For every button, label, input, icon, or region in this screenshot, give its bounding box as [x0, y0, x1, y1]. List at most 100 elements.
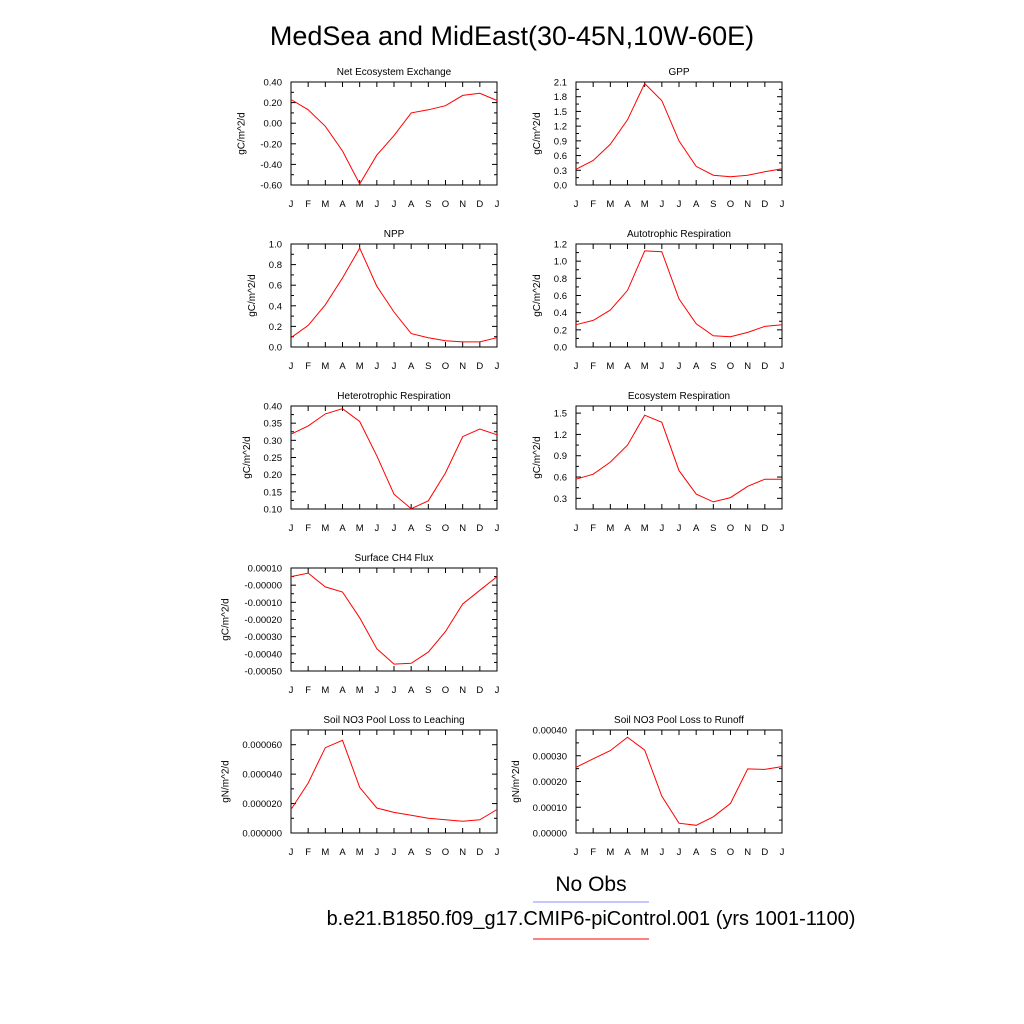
x-tick-label: D [476, 685, 483, 696]
y-axis-label: gC/m^2/d [221, 598, 232, 641]
x-tick-label: J [659, 199, 664, 210]
x-tick-label: A [408, 685, 415, 696]
x-tick-label: A [624, 847, 631, 858]
y-axis-label: gC/m^2/d [237, 112, 248, 155]
y-tick-label: 0.0 [554, 343, 567, 354]
x-tick-label: D [476, 199, 483, 210]
y-tick-label: -0.40 [260, 160, 282, 171]
x-tick-label: J [289, 361, 294, 372]
y-tick-label: -0.00050 [244, 667, 282, 678]
x-tick-label: M [321, 847, 329, 858]
y-axis-label: gC/m^2/d [532, 274, 543, 317]
y-tick-label: 0.00020 [533, 777, 567, 788]
x-tick-label: A [339, 361, 346, 372]
panel-title: Ecosystem Respiration [628, 391, 730, 402]
y-tick-label: -0.20 [260, 139, 282, 150]
x-tick-label: M [321, 199, 329, 210]
x-tick-label: J [374, 361, 379, 372]
x-tick-label: N [459, 361, 466, 372]
x-tick-label: J [495, 685, 500, 696]
y-tick-label: 0.4 [554, 308, 567, 319]
x-tick-label: S [710, 523, 716, 534]
x-tick-label: M [356, 685, 364, 696]
series-line [290, 92, 498, 186]
x-tick-label: A [339, 199, 346, 210]
x-tick-label: J [659, 361, 664, 372]
x-tick-label: D [761, 847, 768, 858]
x-tick-label: N [459, 523, 466, 534]
x-tick-label: M [321, 523, 329, 534]
series-line [290, 408, 498, 510]
plot-frame [290, 81, 498, 186]
x-tick-label: A [408, 199, 415, 210]
x-tick-label: A [693, 847, 700, 858]
y-tick-label: -0.00030 [244, 632, 282, 643]
y-tick-label: 0.40 [264, 78, 283, 89]
y-tick-label: 0.6 [554, 291, 567, 302]
x-tick-label: J [677, 361, 682, 372]
x-tick-label: J [374, 523, 379, 534]
y-tick-label: 0.15 [264, 487, 283, 498]
y-tick-label: 0.4 [269, 301, 282, 312]
series-line [290, 247, 498, 343]
x-tick-label: M [606, 847, 614, 858]
x-tick-label: J [780, 361, 785, 372]
y-tick-label: 0.2 [554, 325, 567, 336]
y-tick-label: 2.1 [554, 78, 567, 89]
x-tick-label: J [574, 199, 579, 210]
x-tick-label: A [693, 199, 700, 210]
x-tick-label: J [574, 847, 579, 858]
x-tick-label: J [289, 685, 294, 696]
x-tick-label: J [659, 847, 664, 858]
y-tick-label: 0.6 [554, 151, 567, 162]
plot-frame [290, 243, 498, 348]
y-tick-label: 0.40 [264, 402, 283, 413]
x-tick-label: J [289, 523, 294, 534]
x-tick-label: F [305, 685, 311, 696]
y-tick-label: 0.10 [264, 505, 283, 516]
y-tick-label: 0.00010 [533, 803, 567, 814]
x-tick-label: N [744, 361, 751, 372]
y-tick-label: -0.00040 [244, 649, 282, 660]
x-tick-label: D [761, 361, 768, 372]
y-tick-label: 0.35 [264, 419, 283, 430]
x-tick-label: F [590, 847, 596, 858]
panel-title: Surface CH4 Flux [355, 553, 434, 564]
x-tick-label: A [624, 523, 631, 534]
x-tick-label: J [495, 847, 500, 858]
x-tick-label: O [442, 199, 449, 210]
y-tick-label: 0.20 [264, 470, 283, 481]
x-tick-label: F [305, 199, 311, 210]
x-tick-label: J [659, 523, 664, 534]
plot-frame [575, 405, 783, 510]
y-tick-label: 0.0 [269, 343, 282, 354]
x-tick-label: N [459, 847, 466, 858]
y-tick-label: 0.9 [554, 136, 567, 147]
y-axis-label: gN/m^2/d [511, 760, 522, 803]
y-tick-label: 0.2 [269, 322, 282, 333]
plot-frame [575, 81, 783, 186]
x-tick-label: O [442, 685, 449, 696]
x-tick-label: A [408, 847, 415, 858]
x-tick-label: J [392, 685, 397, 696]
y-axis-label: gC/m^2/d [242, 436, 253, 479]
plot-frame [575, 729, 783, 834]
y-tick-label: 1.5 [554, 107, 567, 118]
y-tick-label: 0.00040 [533, 726, 567, 737]
x-tick-label: M [356, 847, 364, 858]
y-tick-label: 0.00000 [533, 829, 567, 840]
x-tick-label: D [476, 361, 483, 372]
x-tick-label: M [356, 361, 364, 372]
y-tick-label: -0.00000 [244, 581, 282, 592]
x-tick-label: J [677, 523, 682, 534]
series-line [290, 739, 498, 822]
x-tick-label: O [727, 523, 734, 534]
x-tick-label: S [425, 523, 431, 534]
y-tick-label: -0.00020 [244, 615, 282, 626]
panel-title: Soil NO3 Pool Loss to Leaching [323, 715, 464, 726]
